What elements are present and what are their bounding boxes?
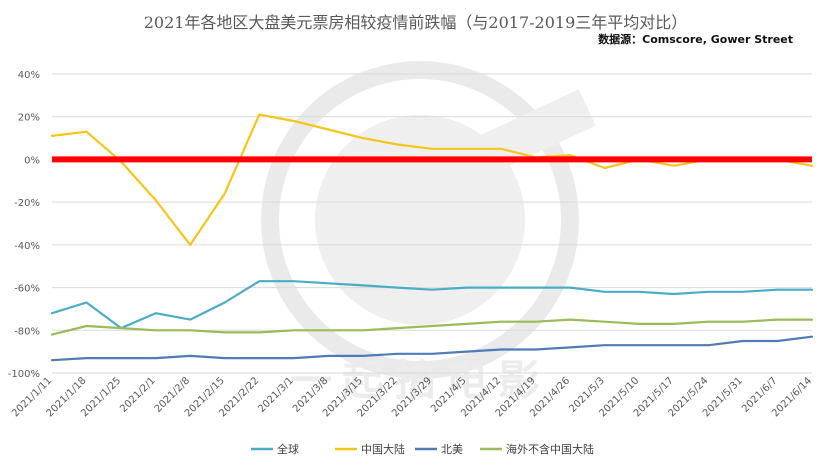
y-tick-label: -100% — [8, 369, 40, 380]
watermark-logo: 一起拍电影 — [261, 61, 596, 405]
series-line-2 — [50, 335, 814, 362]
chart-title: 2021年各地区大盘美元票房相较疫情前跌幅（与2017-2019三年平均对比） — [143, 13, 688, 32]
series-line-1 — [50, 113, 814, 246]
x-tick-label: 2021/2/1 — [118, 375, 158, 415]
series-line-0 — [50, 280, 814, 330]
series-line-3 — [50, 318, 814, 336]
y-tick-label: -40% — [14, 241, 40, 252]
legend-label-1: 中国大陆 — [361, 442, 405, 456]
legend-label-3: 海外不含中国大陆 — [506, 442, 594, 456]
watermark-text: 一起拍电影 — [290, 356, 550, 405]
legend-label-2: 北美 — [441, 443, 463, 456]
y-tick-label: 40% — [18, 70, 40, 81]
legend-label-0: 全球 — [277, 442, 299, 456]
y-tick-label: -60% — [14, 284, 40, 295]
y-tick-label: -20% — [14, 198, 40, 209]
y-tick-label: 0% — [24, 155, 40, 166]
y-tick-label: 20% — [18, 113, 40, 124]
chart-source: 数据源：Comscore, Gower Street — [598, 33, 793, 46]
y-tick-label: -80% — [14, 326, 40, 337]
